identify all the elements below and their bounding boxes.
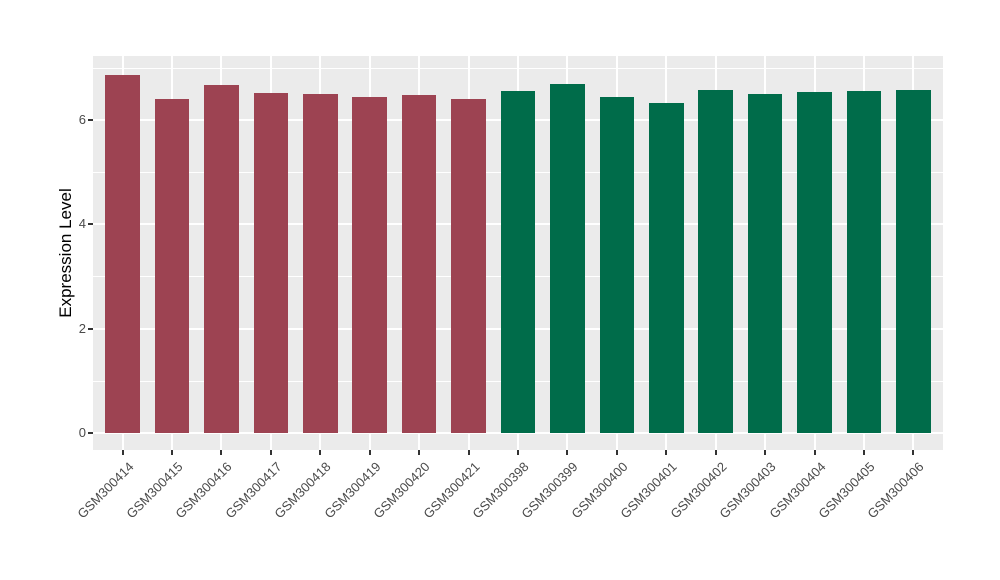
bar-GSM300418 <box>303 94 338 433</box>
y-tick-2 <box>88 327 93 330</box>
x-tick-GSM300419 <box>368 450 371 455</box>
bar-GSM300420 <box>401 94 437 433</box>
y-tick-4 <box>88 223 93 226</box>
x-tick-GSM300398 <box>517 450 519 455</box>
y-tick-6 <box>88 118 93 121</box>
bar-GSM300400 <box>599 96 635 433</box>
bar-GSM300421 <box>451 98 486 433</box>
bar-GSM300405 <box>846 91 882 433</box>
bar-GSM300406 <box>896 90 931 433</box>
bar-GSM300399 <box>550 84 585 433</box>
bar-GSM300402 <box>698 89 733 433</box>
x-tick-GSM300406 <box>912 450 915 455</box>
x-tick-GSM300414 <box>121 450 124 455</box>
y-tick-label-2: 2 <box>78 320 86 336</box>
x-tick-GSM300402 <box>714 450 717 455</box>
x-tick-GSM300421 <box>467 450 470 455</box>
bar-GSM300415 <box>154 98 190 433</box>
x-tick-GSM300416 <box>220 450 223 455</box>
bar-GSM300419 <box>352 96 388 433</box>
plot-panel <box>93 56 943 450</box>
y-tick-label-6: 6 <box>78 111 86 127</box>
x-tick-GSM300405 <box>862 450 865 455</box>
bar-GSM300416 <box>204 85 239 433</box>
x-tick-GSM300404 <box>813 450 816 455</box>
bar-GSM300404 <box>797 92 832 433</box>
x-tick-GSM300401 <box>665 450 668 455</box>
bar-GSM300403 <box>747 94 783 433</box>
y-tick-label-4: 4 <box>78 216 86 232</box>
x-tick-GSM300403 <box>764 450 767 455</box>
x-tick-GSM300399 <box>566 450 569 455</box>
x-tick-GSM300400 <box>615 450 618 455</box>
x-tick-GSM300415 <box>171 450 174 455</box>
bar-GSM300414 <box>105 74 140 433</box>
y-tick-0 <box>88 432 93 434</box>
x-tick-GSM300417 <box>269 450 272 455</box>
bar-GSM300417 <box>253 93 289 433</box>
bar-GSM300398 <box>500 91 536 433</box>
y-tick-label-0: 0 <box>78 425 86 440</box>
bar-GSM300401 <box>648 102 684 433</box>
y-axis-title: Expression Level <box>56 188 75 318</box>
x-tick-GSM300418 <box>319 450 322 455</box>
x-tick-GSM300420 <box>418 450 421 455</box>
